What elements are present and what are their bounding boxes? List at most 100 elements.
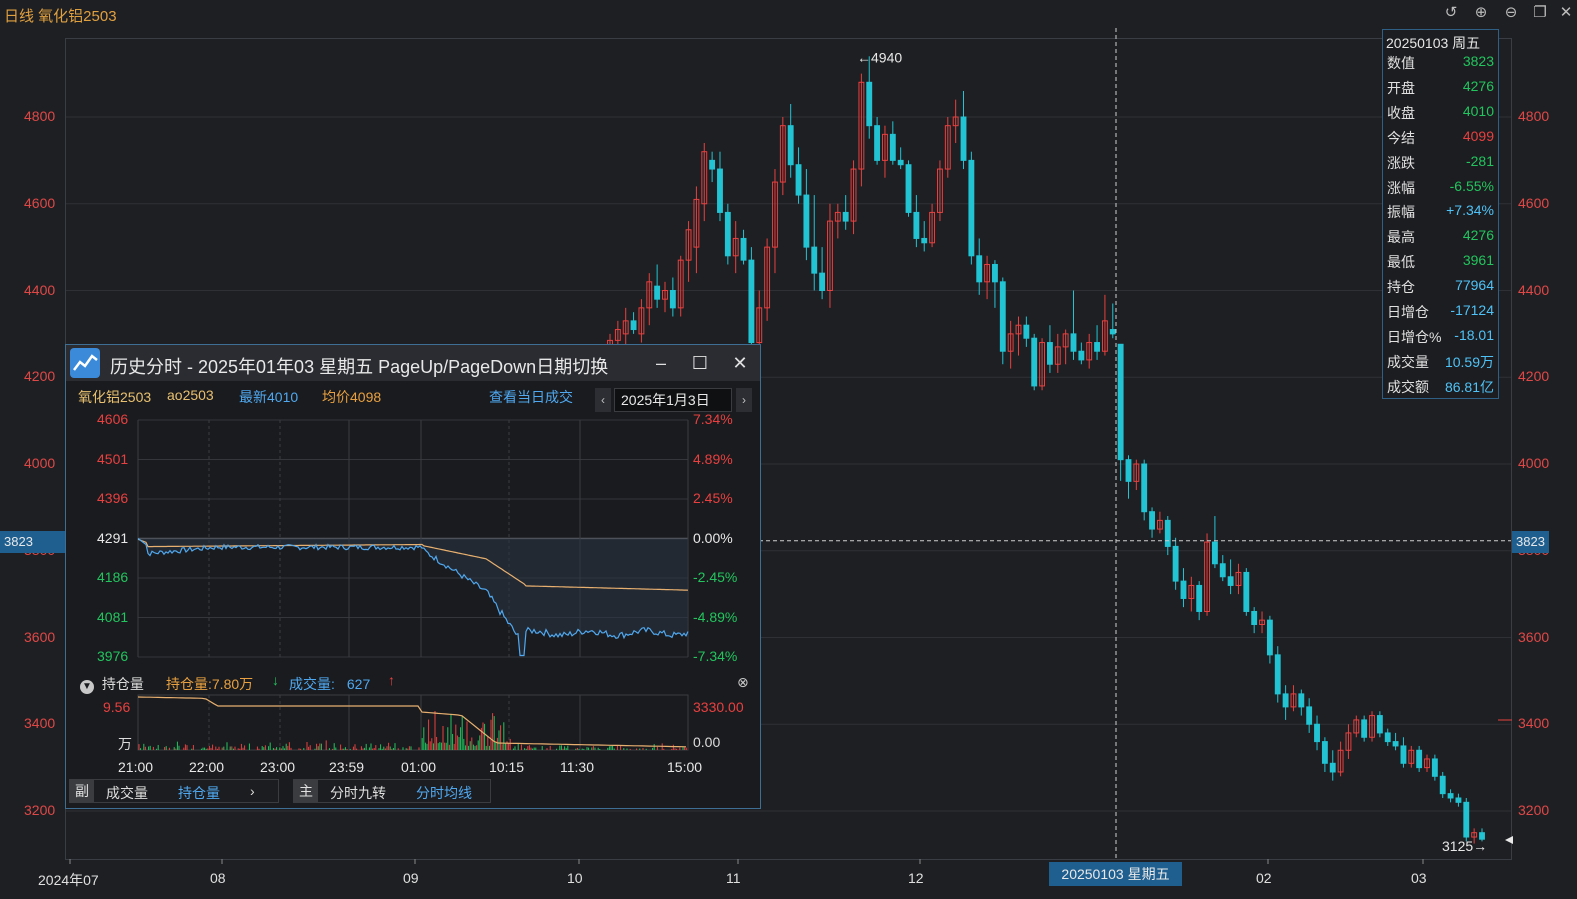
intraday-pct-label: 2.45% [693,490,733,506]
y-tick-label: 4200 [1518,368,1550,385]
date-value: 2025年1月3日 [621,392,710,408]
zoom-in-icon[interactable]: ⊕ [1474,4,1488,21]
info-key: 涨幅 [1387,179,1415,196]
avg-price-line [137,538,689,591]
info-date: 20250103 周五 [1386,35,1481,51]
vol-label: 成交量: 627 [289,676,371,692]
sub-indicator-name: 持仓量 [101,676,144,692]
undo-icon[interactable]: ↺ [1444,4,1458,21]
info-key: 最低 [1387,254,1415,271]
tab-volume[interactable]: 成交量 [106,785,148,801]
info-value: -6.55% [1449,177,1494,194]
intraday-time-label: 15:00 [667,759,703,775]
y-tick-label: 4600 [1518,194,1550,211]
crosshair-price-tag-left: 3823 [0,531,66,553]
info-key: 开盘 [1387,79,1415,96]
info-value: 3961 [1462,252,1494,269]
restore-icon[interactable]: ❐ [1533,4,1547,21]
intraday-history-window[interactable]: 历史分时 - 2025年01年03 星期五 PageUp/PageDown日期切… [65,344,761,809]
info-key: 数值 [1387,55,1415,71]
info-key: 收盘 [1387,104,1415,121]
sub-indicator-dropdown[interactable]: ▼ 持仓量 [80,674,144,694]
info-row: 持仓 77964 [1387,277,1494,297]
info-row: 成交额 86.81亿 [1387,377,1494,397]
intraday-price-label: 4081 [97,608,129,625]
info-row: 涨跌 -281 [1387,153,1494,173]
date-picker[interactable]: 2025年1月3日 [614,388,732,412]
tab-nine-turn[interactable]: 分时九转 [330,785,386,801]
app-logo-icon [70,348,100,378]
sub-axis-right-top: 3330.00 [693,699,744,715]
y-tick-label: 3400 [1518,715,1550,732]
main-chart-tabs: 主 分时九转 分时均线 [293,779,491,803]
info-row: 日增仓 -17124 [1387,302,1494,322]
info-value: 3823 [1462,53,1494,69]
minimize-button[interactable]: – [655,353,666,373]
chart-title: 日线 氧化铝2503 [4,8,117,25]
next-date-button[interactable]: › [736,388,752,412]
prev-date-button[interactable]: ‹ [595,388,611,412]
intraday-price-label: 3976 [97,648,129,664]
info-value: 4010 [1462,102,1494,119]
info-value: 4099 [1462,127,1494,144]
chevron-right-icon[interactable]: › [250,783,255,799]
avg-price: 均价4098 [322,389,382,405]
info-key: 持仓 [1387,279,1415,296]
x-tick-label: 03 [1411,870,1427,886]
view-trades-link[interactable]: 查看当日成交 [489,389,573,405]
info-value: +7.34% [1446,202,1494,219]
price-area [138,538,688,656]
info-key: 成交量 [1387,353,1429,370]
sub-key: 副 [70,780,94,802]
info-key: 最高 [1387,229,1415,246]
x-tick-label: 11 [726,870,741,886]
intraday-price-label: 4291 [97,529,129,546]
info-key: 振幅 [1387,204,1415,221]
info-row: 数值 3823 [1387,53,1494,73]
window-titlebar[interactable]: 历史分时 - 2025年01年03 星期五 PageUp/PageDown日期切… [66,345,760,381]
sub-chart-tabs: 副 成交量 持仓量 › [69,779,279,803]
intraday-time-label: 10:15 [489,759,525,775]
zoom-out-icon[interactable]: ⊖ [1504,4,1518,21]
main-key: 主 [294,780,318,802]
intraday-time-label: 01:00 [401,759,437,775]
y-tick-label: 4800 [24,108,56,124]
y-tick-label: 4200 [24,368,56,385]
info-row: 最高 4276 [1387,227,1494,247]
y-tick-label: 4400 [1518,281,1550,298]
info-row: 振幅 +7.34% [1387,202,1494,222]
info-value: -17124 [1450,302,1494,318]
window-close-button[interactable]: ✕ [732,353,748,373]
info-value: -18.01 [1454,326,1494,343]
y-tick-label: 4000 [1518,455,1550,471]
intraday-time-label: 21:00 [118,759,154,775]
y-tick-label: 4800 [1518,108,1550,124]
contract-code: ao2503 [167,387,214,403]
intraday-pct-label: -2.45% [693,569,738,585]
info-row: 最低 3961 [1387,252,1494,272]
info-key: 日增仓% [1387,328,1442,345]
info-value: 10.59万 [1444,353,1494,370]
y-tick-label: 3200 [24,802,56,818]
contract-name: 氧化铝2503 [78,389,152,405]
close-icon[interactable]: ✕ [1559,4,1573,21]
info-value: 4276 [1462,227,1494,244]
price-line [137,538,689,657]
info-value: 86.81亿 [1444,378,1494,395]
y-tick-label: 4600 [24,194,56,211]
latest-price: 最新4010 [239,389,299,405]
crosshair-price-tag-right: 3823 [1512,531,1549,553]
info-row: 日增仓% -18.01 [1387,327,1494,347]
info-value: 4276 [1462,77,1494,94]
info-key: 涨跌 [1387,154,1415,171]
sub-axis-right-bottom: 0.00 [693,734,721,750]
tab-open-interest[interactable]: 持仓量 [178,785,220,801]
x-tick-label: 10 [567,870,583,886]
tab-avg-line[interactable]: 分时均线 [416,785,472,801]
info-row: 开盘 4276 [1387,78,1494,98]
maximize-button[interactable]: ☐ [691,353,709,373]
intraday-price-label: 4186 [97,569,129,585]
x-tick-label: 12 [908,870,924,886]
sub-chart-frame [137,694,689,751]
close-sub-indicator-icon[interactable]: ⊗ [737,674,749,690]
